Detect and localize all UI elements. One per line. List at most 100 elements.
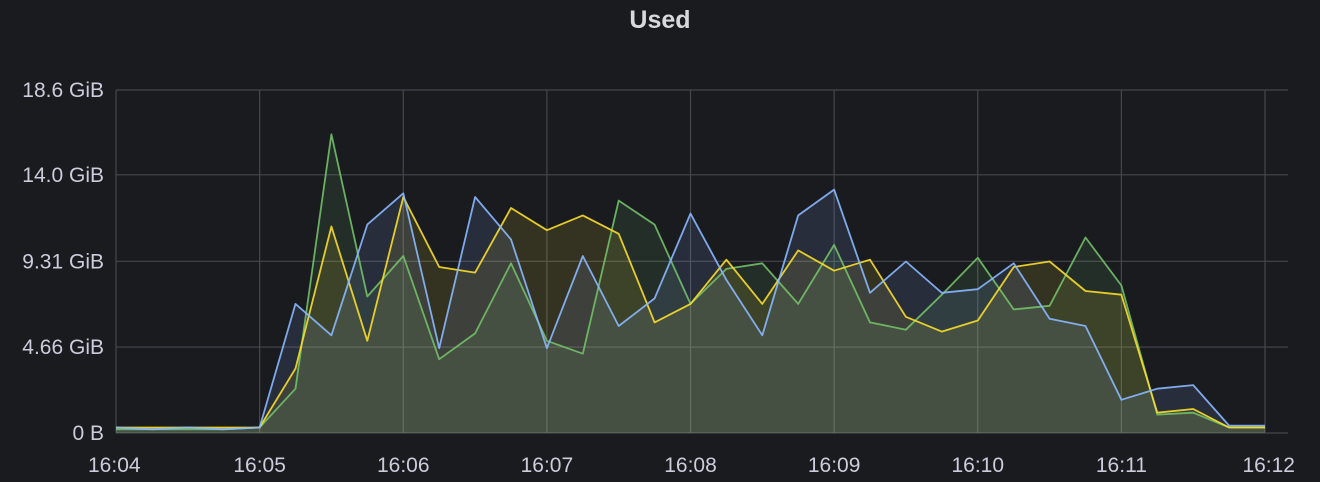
- x-axis: 16:04 16:05 16:06 16:07 16:08 16:09 16:10 16:11…: [88, 454, 1295, 477]
- series-group: [115, 132, 1267, 434]
- data-point: [437, 357, 441, 361]
- data-point: [653, 223, 657, 227]
- data-point: [868, 258, 872, 262]
- data-point: [796, 302, 800, 306]
- data-point: [258, 425, 262, 429]
- x-tick-label: 16:10: [951, 454, 1004, 477]
- y-tick-label: 4.66 GiB: [22, 336, 104, 359]
- x-tick-label: 16:07: [521, 454, 574, 477]
- data-point: [724, 278, 728, 282]
- y-tick-label: 9.31 GiB: [22, 250, 104, 273]
- data-point: [329, 224, 333, 228]
- data-point: [365, 223, 369, 227]
- data-point: [724, 258, 728, 262]
- x-tick-label: 16:04: [88, 454, 141, 477]
- data-point: [401, 191, 405, 195]
- series-area-0: [116, 134, 1265, 434]
- data-point: [545, 346, 549, 350]
- y-tick-label: 0 B: [72, 422, 104, 445]
- data-point: [904, 260, 908, 264]
- data-point: [581, 352, 585, 356]
- data-point: [437, 346, 441, 350]
- data-point: [653, 296, 657, 300]
- data-point: [509, 237, 513, 241]
- x-tick-label: 16:09: [808, 454, 861, 477]
- data-point: [401, 254, 405, 258]
- data-point: [976, 287, 980, 291]
- data-point: [509, 261, 513, 265]
- data-point: [796, 248, 800, 252]
- data-point: [581, 213, 585, 217]
- data-point: [1012, 307, 1016, 311]
- series-line-2[interactable]: [115, 188, 1265, 431]
- data-point: [760, 333, 764, 337]
- data-point: [1191, 407, 1195, 411]
- data-point: [689, 302, 693, 306]
- data-point: [294, 302, 298, 306]
- data-point: [509, 206, 513, 210]
- data-point: [1048, 317, 1052, 321]
- data-point: [473, 195, 477, 199]
- data-point: [868, 291, 872, 295]
- panel-title[interactable]: Used: [629, 6, 691, 34]
- data-point: [832, 188, 836, 192]
- data-point: [976, 256, 980, 260]
- data-point: [473, 331, 477, 335]
- data-point: [1083, 236, 1087, 240]
- data-point: [617, 199, 621, 203]
- data-point: [904, 328, 908, 332]
- data-point: [1119, 398, 1123, 402]
- x-tick-label: 16:06: [377, 454, 430, 477]
- y-tick-label: 14.0 GiB: [22, 164, 104, 187]
- data-point: [940, 291, 944, 295]
- y-tick-label: 18.6 GiB: [22, 79, 104, 102]
- data-point: [617, 232, 621, 236]
- data-point: [581, 254, 585, 258]
- data-point: [545, 228, 549, 232]
- data-point: [365, 339, 369, 343]
- data-point: [940, 330, 944, 334]
- x-tick-label: 16:11: [1096, 454, 1147, 477]
- data-point: [760, 302, 764, 306]
- x-tick-label: 16:12: [1242, 454, 1295, 477]
- data-point: [832, 269, 836, 273]
- data-point: [329, 132, 333, 136]
- data-point: [1119, 283, 1123, 287]
- data-point: [796, 213, 800, 217]
- data-point: [222, 427, 226, 431]
- data-point: [617, 324, 621, 328]
- data-point: [294, 366, 298, 370]
- data-point: [150, 427, 154, 431]
- data-point: [473, 271, 477, 275]
- data-point: [1083, 289, 1087, 293]
- data-point: [868, 320, 872, 324]
- x-tick-label: 16:08: [664, 454, 717, 477]
- data-point: [689, 212, 693, 216]
- x-tick-label: 16:05: [233, 454, 286, 477]
- data-point: [1191, 383, 1195, 387]
- data-point: [653, 320, 657, 324]
- series-line-1[interactable]: [116, 196, 1265, 429]
- data-point: [760, 261, 764, 265]
- data-point: [832, 243, 836, 247]
- data-point: [1048, 260, 1052, 264]
- data-point: [1191, 411, 1195, 415]
- data-point: [724, 267, 728, 271]
- data-point: [186, 425, 190, 429]
- series-area-2: [116, 189, 1265, 433]
- data-point: [329, 333, 333, 337]
- data-point: [437, 265, 441, 269]
- data-point: [1155, 387, 1159, 391]
- grid: [115, 89, 1288, 434]
- data-point: [365, 295, 369, 299]
- data-point: [1119, 293, 1123, 297]
- data-point: [976, 319, 980, 323]
- data-point: [1083, 324, 1087, 328]
- data-point: [1263, 424, 1267, 428]
- data-point: [1155, 411, 1159, 415]
- data-point: [294, 387, 298, 391]
- data-point: [904, 315, 908, 319]
- data-point: [1227, 424, 1231, 428]
